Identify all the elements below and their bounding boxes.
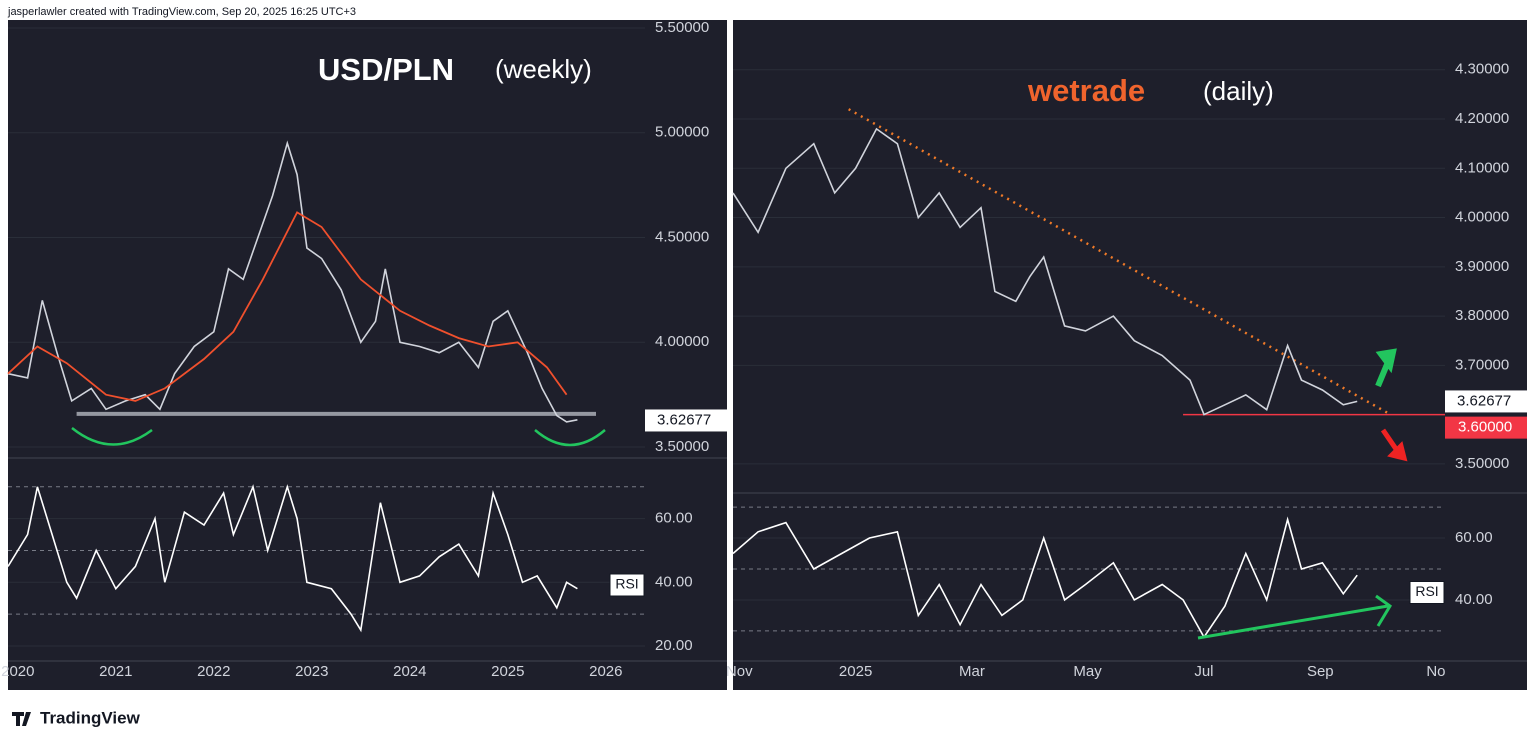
y-tick-label: 3.50000 (1455, 455, 1509, 472)
divergence-arrow (1197, 594, 1392, 640)
tv-logo (12, 712, 31, 726)
x-tick-label: 2023 (295, 663, 328, 680)
y-tick-label: 40.00 (655, 573, 693, 590)
y-tick-label: 4.50000 (655, 228, 709, 245)
price-label: 3.62677 (657, 411, 711, 428)
x-tick-label: 2025 (491, 663, 524, 680)
x-tick-label: Nov (726, 663, 753, 680)
trendline (848, 108, 1392, 416)
rsi-badge-box (609, 573, 645, 597)
price-label: 3.62677 (1457, 392, 1511, 409)
y-tick-label: 5.50000 (655, 19, 709, 36)
footer-brand: TradingView (40, 708, 141, 727)
left-panel (8, 20, 727, 690)
series-line (7, 484, 578, 633)
up-arrow (1375, 348, 1397, 388)
series-line (732, 516, 1358, 639)
y-tick-label: 20.00 (655, 637, 693, 654)
y-tick-label: 3.80000 (1455, 307, 1509, 324)
y-tick-label: 3.90000 (1455, 258, 1509, 275)
x-tick-label: Mar (959, 663, 985, 680)
arc-annotation (534, 429, 606, 447)
x-tick-label: May (1073, 663, 1102, 680)
header: jasperlawler created with TradingView.co… (7, 6, 356, 18)
arc-annotation (71, 427, 153, 446)
chart-subtitle: (daily) (1203, 76, 1274, 106)
y-tick-label: 5.00000 (655, 124, 709, 141)
chart-subtitle: (weekly) (495, 54, 592, 84)
y-tick-label: 4.20000 (1455, 110, 1509, 127)
y-tick-label: 4.30000 (1455, 61, 1509, 78)
y-tick-label: 4.10000 (1455, 159, 1509, 176)
y-tick-label: 4.00000 (655, 333, 709, 350)
price-label-box (1445, 390, 1527, 413)
rsi-badge-box (1409, 581, 1445, 604)
down-arrow (1380, 428, 1408, 462)
logo: wetrade (1027, 73, 1145, 108)
y-tick-label: 4.00000 (1455, 209, 1509, 226)
x-tick-label: 2021 (99, 663, 132, 680)
y-tick-label: 60.00 (655, 510, 693, 527)
rsi-badge: RSI (615, 576, 638, 592)
price-label-box (645, 409, 727, 432)
series-line (732, 127, 1358, 416)
y-tick-label: 40.00 (1455, 591, 1493, 608)
y-tick-label: 3.70000 (1455, 356, 1509, 373)
x-tick-label: Jul (1194, 663, 1213, 680)
x-tick-label: 2026 (589, 663, 622, 680)
rsi-badge: RSI (1415, 583, 1438, 599)
y-tick-label: 60.00 (1455, 529, 1493, 546)
x-tick-label: 2024 (393, 663, 426, 680)
x-tick-label: 2022 (197, 663, 230, 680)
y-tick-label: 3.50000 (655, 438, 709, 455)
x-tick-label: No (1426, 663, 1445, 680)
right-panel (733, 20, 1527, 690)
x-tick-label: Sep (1307, 663, 1334, 680)
x-tick-label: 2020 (1, 663, 34, 680)
level-label: 3.60000 (1458, 419, 1512, 436)
chart-title: USD/PLN (318, 52, 454, 87)
level-label-box (1445, 416, 1527, 439)
x-tick-label: 2025 (839, 663, 872, 680)
series-line (7, 211, 568, 402)
chart-layer: 3.50000 4.00000 4.50000 5.00000 5.50000 3.626… (1, 19, 1527, 680)
series-line (7, 140, 578, 423)
